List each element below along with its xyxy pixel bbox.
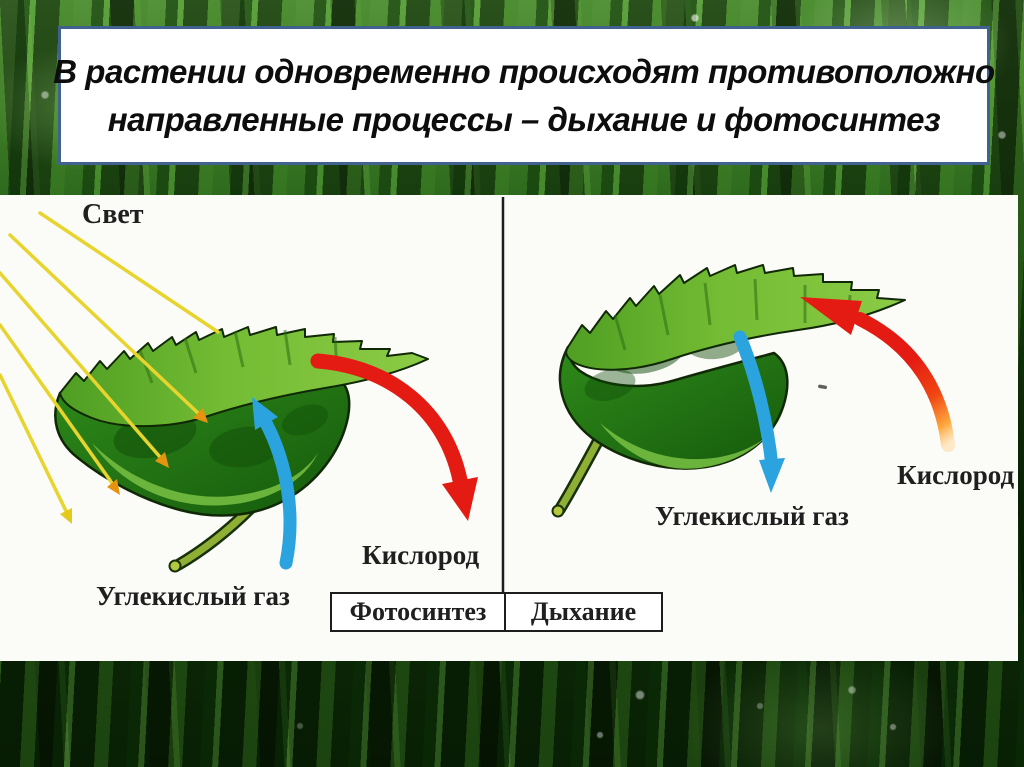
co2-in-arrow — [252, 397, 297, 570]
photosynthesis-leaf-illustration — [54, 326, 429, 573]
o2-out-arrow — [310, 353, 478, 521]
process-label-box: Фотосинтез Дыхание — [330, 592, 663, 632]
co2-label-left: Углекислый газ — [96, 581, 290, 611]
diagram-panel: Свет Углекислый газ Кислород Углекислый … — [0, 195, 1018, 661]
light-ray-arrows — [0, 211, 220, 513]
photosynthesis-label: Фотосинтез — [349, 597, 487, 626]
respiration-label: Дыхание — [504, 594, 661, 630]
slide-title-line-1: В растении одновременно происходят проти… — [53, 52, 995, 90]
co2-out-arrow — [733, 330, 785, 493]
respiration-leaf-illustration — [551, 264, 906, 518]
leaf-diagram-graphic — [0, 197, 955, 593]
o2-label-left: Кислород — [362, 540, 480, 570]
co2-label-right: Углекислый газ — [655, 501, 849, 531]
o2-in-arrow — [800, 297, 955, 452]
light-ray-arrowheads — [60, 408, 208, 524]
slide-title-line-2: направленные процессы – дыхание и фотоси… — [107, 100, 941, 138]
title-box: В растении одновременно происходят проти… — [53, 26, 995, 165]
light-label: Свет — [82, 199, 144, 230]
o2-label-right: Кислород — [897, 460, 1015, 490]
artifact-speck — [818, 384, 828, 390]
